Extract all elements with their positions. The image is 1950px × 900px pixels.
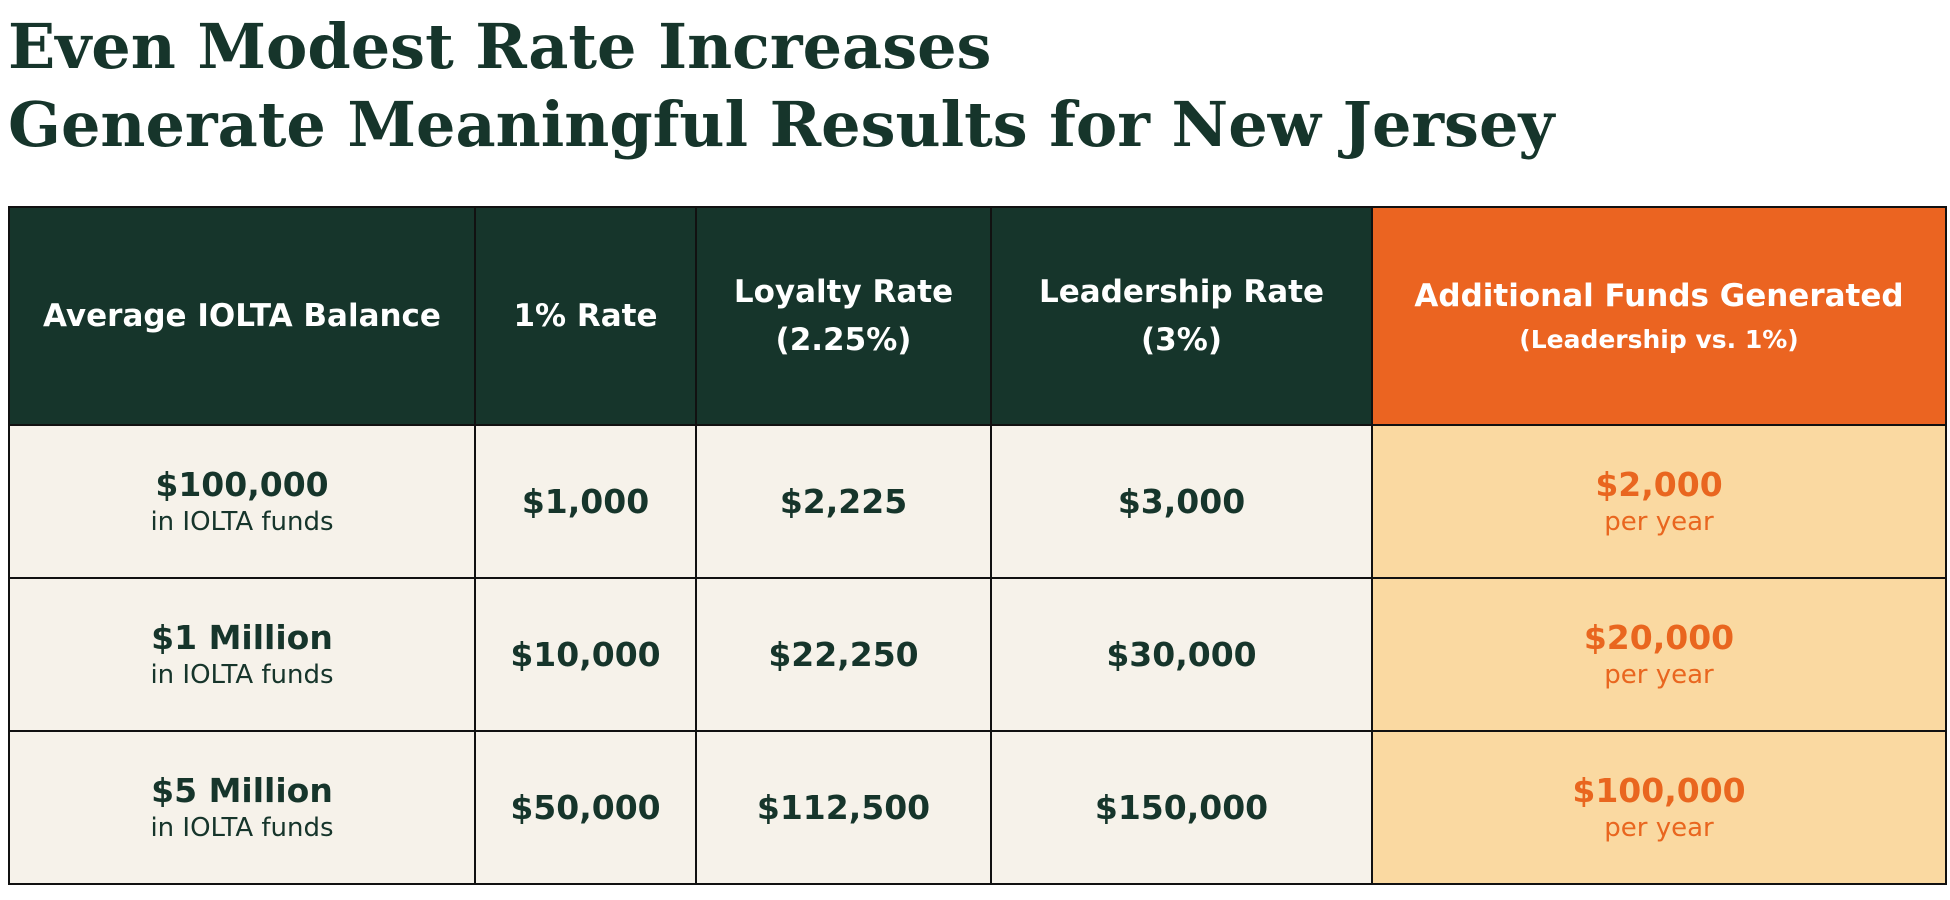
header-sublabel: (3%) xyxy=(1141,322,1222,358)
cell-one-percent: $1,000 xyxy=(474,424,697,579)
cell-additional: $2,000 per year xyxy=(1371,424,1947,579)
header-one-percent-rate: 1% Rate xyxy=(474,206,697,426)
cell-balance: $5 Million in IOLTA funds xyxy=(8,730,476,885)
additional-note: per year xyxy=(1604,659,1714,690)
cell-leadership: $150,000 xyxy=(990,730,1373,885)
leadership-value: $30,000 xyxy=(1106,634,1257,674)
additional-value: $100,000 xyxy=(1572,770,1746,810)
cell-loyalty: $22,250 xyxy=(695,577,992,732)
title-line-2: Generate Meaningful Results for New Jers… xyxy=(8,88,1555,161)
one-percent-value: $50,000 xyxy=(510,787,661,827)
table-row: $1 Million in IOLTA funds $10,000 $22,25… xyxy=(8,577,1947,732)
cell-additional: $100,000 per year xyxy=(1371,730,1947,885)
rate-comparison-table: Average IOLTA Balance 1% Rate Loyalty Ra… xyxy=(8,206,1947,885)
cell-loyalty: $112,500 xyxy=(695,730,992,885)
header-sublabel: (Leadership vs. 1%) xyxy=(1519,325,1799,354)
cell-one-percent: $10,000 xyxy=(474,577,697,732)
cell-leadership: $30,000 xyxy=(990,577,1373,732)
header-sublabel: (2.25%) xyxy=(775,322,912,358)
balance-value: $100,000 xyxy=(155,464,329,504)
loyalty-value: $112,500 xyxy=(756,787,931,827)
cell-additional: $20,000 per year xyxy=(1371,577,1947,732)
header-leadership-rate: Leadership Rate (3%) xyxy=(990,206,1373,426)
leadership-value: $3,000 xyxy=(1117,481,1246,521)
header-additional-funds: Additional Funds Generated (Leadership v… xyxy=(1371,206,1947,426)
header-label: Leadership Rate xyxy=(1039,274,1324,310)
header-average-balance: Average IOLTA Balance xyxy=(8,206,476,426)
cell-leadership: $3,000 xyxy=(990,424,1373,579)
table-row: $100,000 in IOLTA funds $1,000 $2,225 $3… xyxy=(8,424,1947,579)
additional-note: per year xyxy=(1604,506,1714,537)
balance-value: $5 Million xyxy=(151,770,333,810)
title-line-1: Even Modest Rate Increases xyxy=(8,10,992,83)
table-header-row: Average IOLTA Balance 1% Rate Loyalty Ra… xyxy=(8,206,1947,426)
cell-balance: $1 Million in IOLTA funds xyxy=(8,577,476,732)
balance-note: in IOLTA funds xyxy=(150,812,334,843)
header-label: Loyalty Rate xyxy=(733,274,954,310)
balance-note: in IOLTA funds xyxy=(150,659,334,690)
loyalty-value: $2,225 xyxy=(779,481,908,521)
additional-note: per year xyxy=(1604,812,1714,843)
table-row: $5 Million in IOLTA funds $50,000 $112,5… xyxy=(8,730,1947,885)
header-label: Average IOLTA Balance xyxy=(43,298,441,334)
one-percent-value: $1,000 xyxy=(521,481,650,521)
cell-loyalty: $2,225 xyxy=(695,424,992,579)
cell-one-percent: $50,000 xyxy=(474,730,697,885)
additional-value: $2,000 xyxy=(1595,464,1723,504)
page-title: Even Modest Rate Increases Generate Mean… xyxy=(8,8,1554,164)
header-loyalty-rate: Loyalty Rate (2.25%) xyxy=(695,206,992,426)
additional-value: $20,000 xyxy=(1583,617,1735,657)
leadership-value: $150,000 xyxy=(1094,787,1269,827)
loyalty-value: $22,250 xyxy=(768,634,919,674)
header-label: 1% Rate xyxy=(513,298,658,334)
one-percent-value: $10,000 xyxy=(510,634,661,674)
header-label: Additional Funds Generated xyxy=(1414,278,1904,314)
cell-balance: $100,000 in IOLTA funds xyxy=(8,424,476,579)
balance-note: in IOLTA funds xyxy=(150,506,334,537)
balance-value: $1 Million xyxy=(151,617,333,657)
